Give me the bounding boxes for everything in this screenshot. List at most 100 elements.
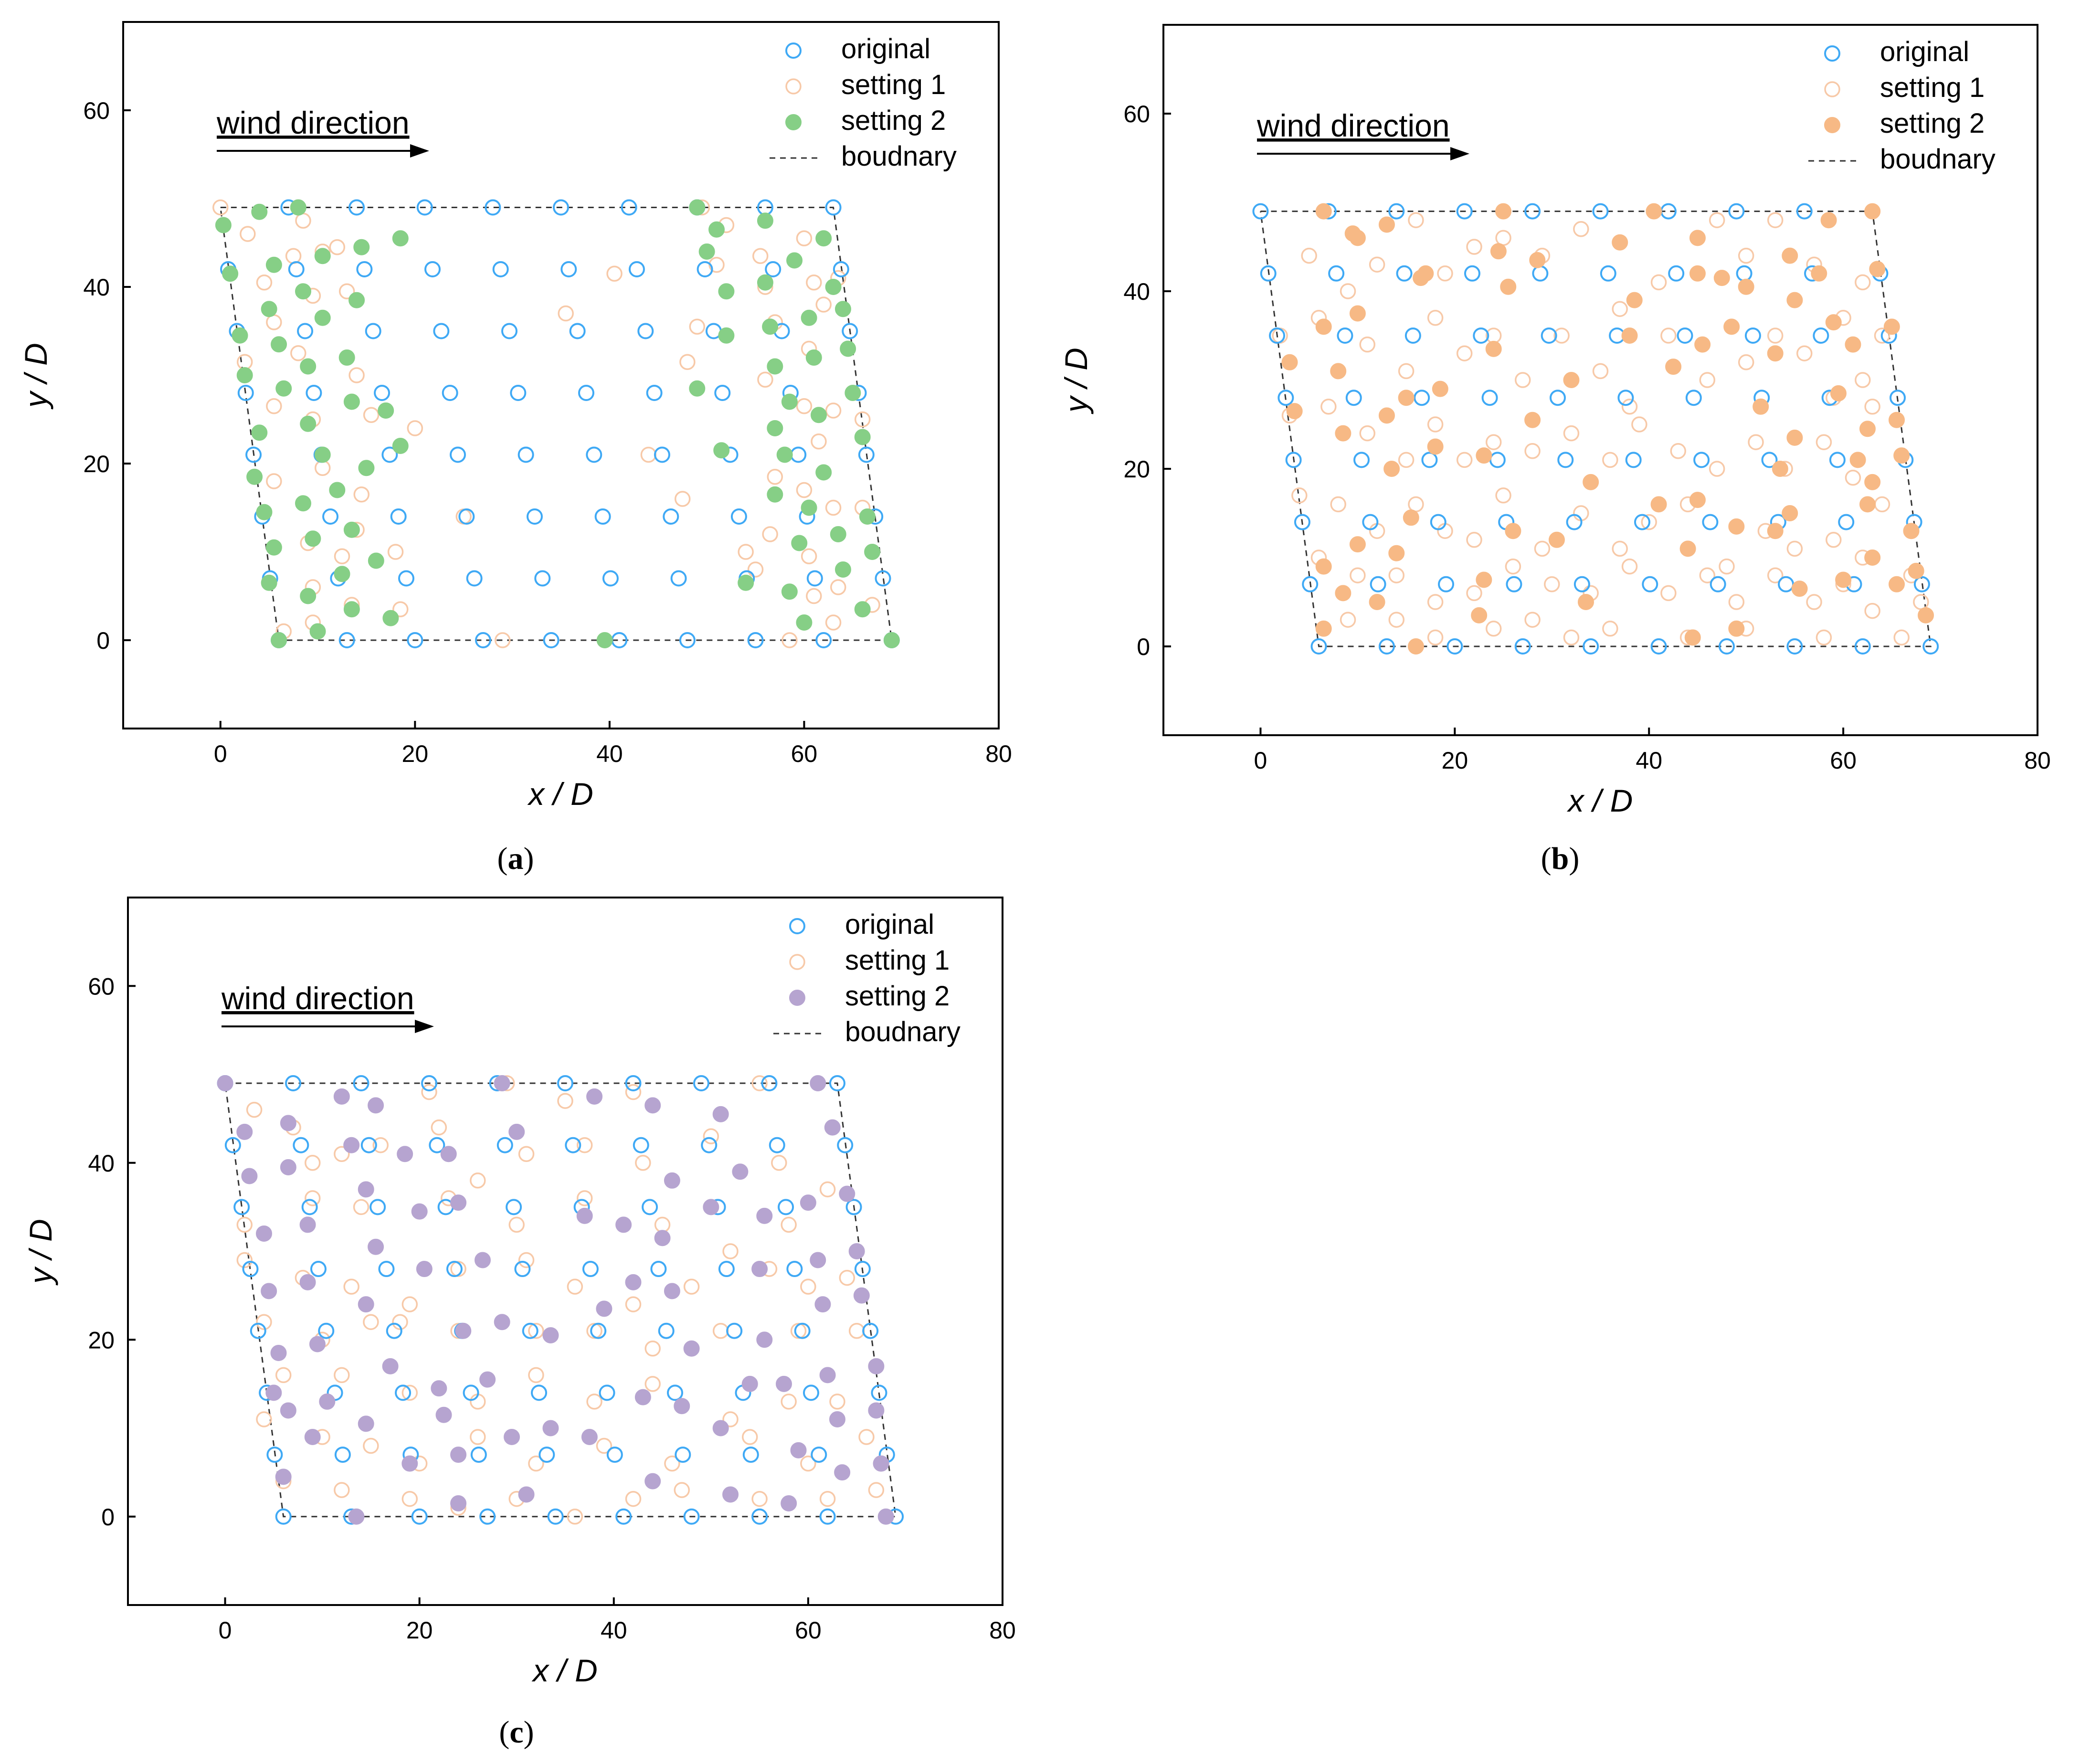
data-point — [1369, 256, 1385, 273]
data-point — [1388, 567, 1405, 583]
data-point — [280, 1115, 296, 1131]
data-point — [769, 1137, 785, 1153]
y-tick-label: 0 — [101, 1504, 115, 1531]
data-point — [343, 601, 360, 618]
data-point — [368, 1097, 384, 1114]
data-point — [1744, 327, 1761, 344]
legend-marker-setting-1 — [1824, 81, 1840, 97]
data-point — [1328, 265, 1345, 282]
data-point — [742, 1429, 758, 1445]
data-point — [431, 1119, 447, 1136]
data-point — [747, 561, 764, 578]
data-point — [329, 482, 346, 498]
data-point — [494, 1075, 510, 1092]
data-point — [1490, 243, 1507, 260]
data-point — [542, 1420, 559, 1437]
data-point — [356, 261, 373, 277]
data-point — [479, 1371, 496, 1388]
data-point — [1913, 594, 1929, 610]
panel-label-letter: c — [509, 1715, 523, 1750]
data-point — [839, 1185, 855, 1202]
data-point — [382, 610, 399, 626]
data-point — [819, 1508, 836, 1525]
data-point — [778, 1199, 794, 1215]
data-point — [305, 1190, 321, 1206]
data-point — [1693, 452, 1710, 468]
data-point — [1838, 514, 1855, 530]
panel-label-letter: b — [1552, 841, 1569, 876]
data-point — [1432, 380, 1448, 397]
data-point — [796, 398, 813, 414]
data-point — [1500, 278, 1517, 295]
data-point — [853, 1287, 870, 1304]
panel-a: 0 20 40 60 80 0 20 40 60 x / D y / D (a) wind direct… — [18, 21, 1012, 876]
data-point — [1626, 292, 1643, 308]
data-point — [667, 1384, 684, 1401]
data-point — [833, 261, 849, 277]
data-point — [791, 535, 808, 551]
data-point — [1456, 203, 1473, 220]
data-point — [322, 508, 339, 525]
data-point — [401, 1455, 418, 1472]
data-point — [1829, 452, 1846, 468]
data-point — [708, 221, 725, 238]
boundary-line — [224, 1082, 897, 1518]
legend: original setting 1 setting 2 boudnary — [1808, 36, 1996, 175]
data-point — [1782, 247, 1798, 264]
data-point — [1417, 265, 1434, 282]
data-point — [1908, 562, 1924, 579]
data-point — [528, 1455, 544, 1472]
plot-frame — [1162, 24, 2038, 736]
data-point — [726, 1322, 743, 1339]
data-point — [722, 1411, 739, 1427]
data-point — [842, 323, 858, 339]
data-point — [1859, 421, 1876, 437]
data-point — [615, 1508, 632, 1525]
data-point — [440, 1146, 457, 1162]
y-tick-label: 20 — [88, 1327, 115, 1353]
data-point — [640, 446, 657, 463]
data-point — [246, 468, 263, 485]
x-tick-label: 20 — [1442, 747, 1468, 774]
legend-label: setting 1 — [841, 69, 946, 100]
wind-direction-label: wind direction — [221, 981, 414, 1016]
data-point — [1728, 203, 1745, 220]
data-point — [1621, 327, 1638, 344]
data-point — [290, 345, 306, 361]
data-point — [781, 583, 798, 600]
data-point — [767, 420, 783, 436]
x-axis-title: x / D — [527, 776, 593, 812]
data-point — [1786, 540, 1803, 557]
data-point — [329, 239, 346, 255]
data-point — [251, 203, 268, 220]
data-point — [1476, 447, 1492, 464]
data-point — [353, 239, 370, 255]
data-point — [1320, 399, 1337, 415]
data-point — [586, 446, 602, 463]
data-point — [1407, 638, 1424, 655]
data-point — [674, 1482, 690, 1498]
data-point — [508, 1123, 525, 1140]
data-point — [1922, 638, 1939, 655]
data-point — [596, 1300, 612, 1317]
data-point — [781, 1216, 797, 1233]
data-point — [1464, 265, 1480, 282]
data-point — [848, 1322, 865, 1339]
data-point — [689, 199, 706, 216]
data-point — [496, 1137, 513, 1153]
data-point — [411, 1508, 428, 1525]
data-point — [1438, 576, 1455, 592]
data-point — [713, 442, 730, 459]
data-point — [1767, 523, 1784, 539]
data-point — [374, 385, 391, 401]
data-point — [683, 1340, 700, 1357]
data-point — [1738, 354, 1754, 370]
data-point — [518, 1486, 535, 1503]
data-point — [670, 570, 687, 587]
data-point — [358, 1181, 374, 1198]
legend-label: boudnary — [1880, 144, 1996, 175]
data-point — [1600, 265, 1616, 282]
data-point — [1855, 372, 1871, 388]
data-point — [741, 1375, 758, 1392]
